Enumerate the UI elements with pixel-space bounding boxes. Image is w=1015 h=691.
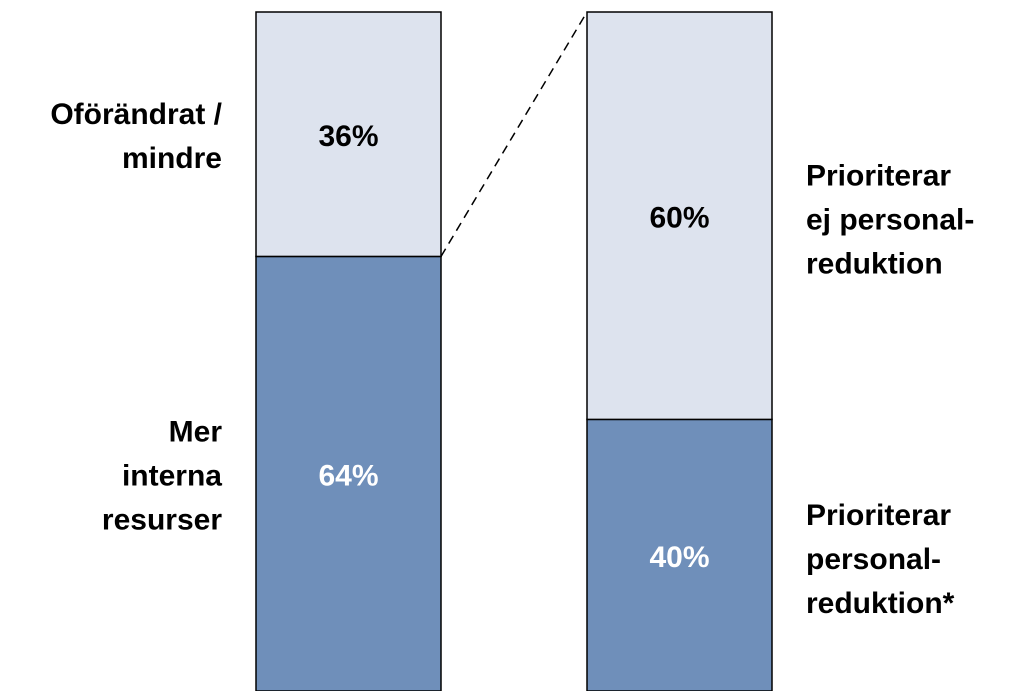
value-label: 40% [649,541,709,574]
bar-segment [255,11,442,258]
bar-segment [586,418,773,691]
segment-name: Mer interna resurser [102,416,222,537]
segment-name: Oförändrat / mindre [50,98,222,175]
value-label: 36% [318,120,378,153]
bar-segment [586,11,773,421]
connector [440,11,588,257]
segment-name: Prioriterar personal-reduktion* [806,499,955,620]
bar-segment [255,255,442,691]
segment-name: Prioriterar ej personal-reduktion [806,160,974,281]
value-label: 64% [318,460,378,493]
value-label: 60% [649,202,709,235]
